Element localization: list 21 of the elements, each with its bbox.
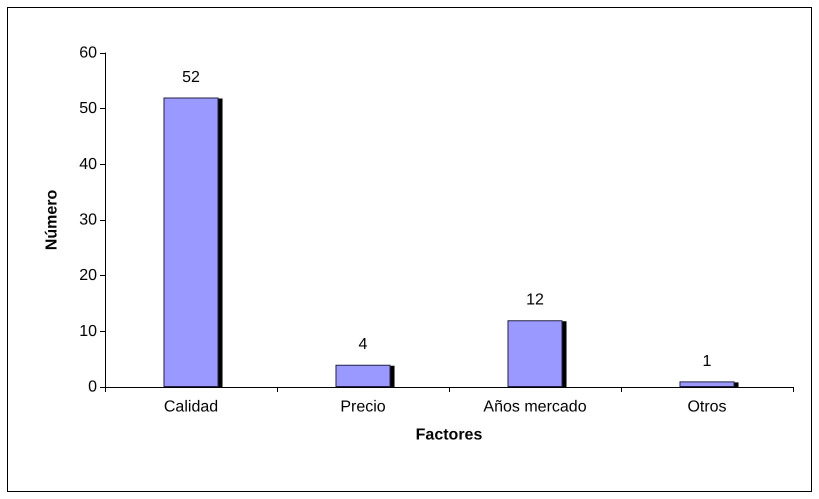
- data-label: 52: [182, 69, 200, 86]
- y-tick-label: 10: [79, 322, 98, 340]
- y-tick-label: 30: [79, 212, 98, 228]
- data-label: 4: [358, 336, 368, 354]
- bar: [335, 364, 391, 387]
- bar: [163, 98, 219, 387]
- x-tick-label: Calidad: [164, 398, 218, 416]
- y-tick-label: 0: [88, 378, 98, 396]
- bar: [507, 320, 563, 387]
- x-tick-label: Años mercado: [483, 398, 587, 416]
- x-tick-label: Otros: [687, 398, 727, 416]
- bar: [679, 381, 735, 387]
- x-axis-title: Factores: [416, 426, 482, 444]
- y-axis-title: Número: [44, 190, 60, 250]
- y-tick-label: 50: [79, 100, 98, 118]
- y-tick-label: 40: [79, 156, 98, 173]
- y-tick-label: 20: [79, 267, 98, 284]
- data-label: 12: [526, 292, 544, 309]
- x-tick-label: Precio: [340, 398, 386, 416]
- data-label: 1: [702, 352, 712, 370]
- y-tick-label: 60: [79, 44, 98, 62]
